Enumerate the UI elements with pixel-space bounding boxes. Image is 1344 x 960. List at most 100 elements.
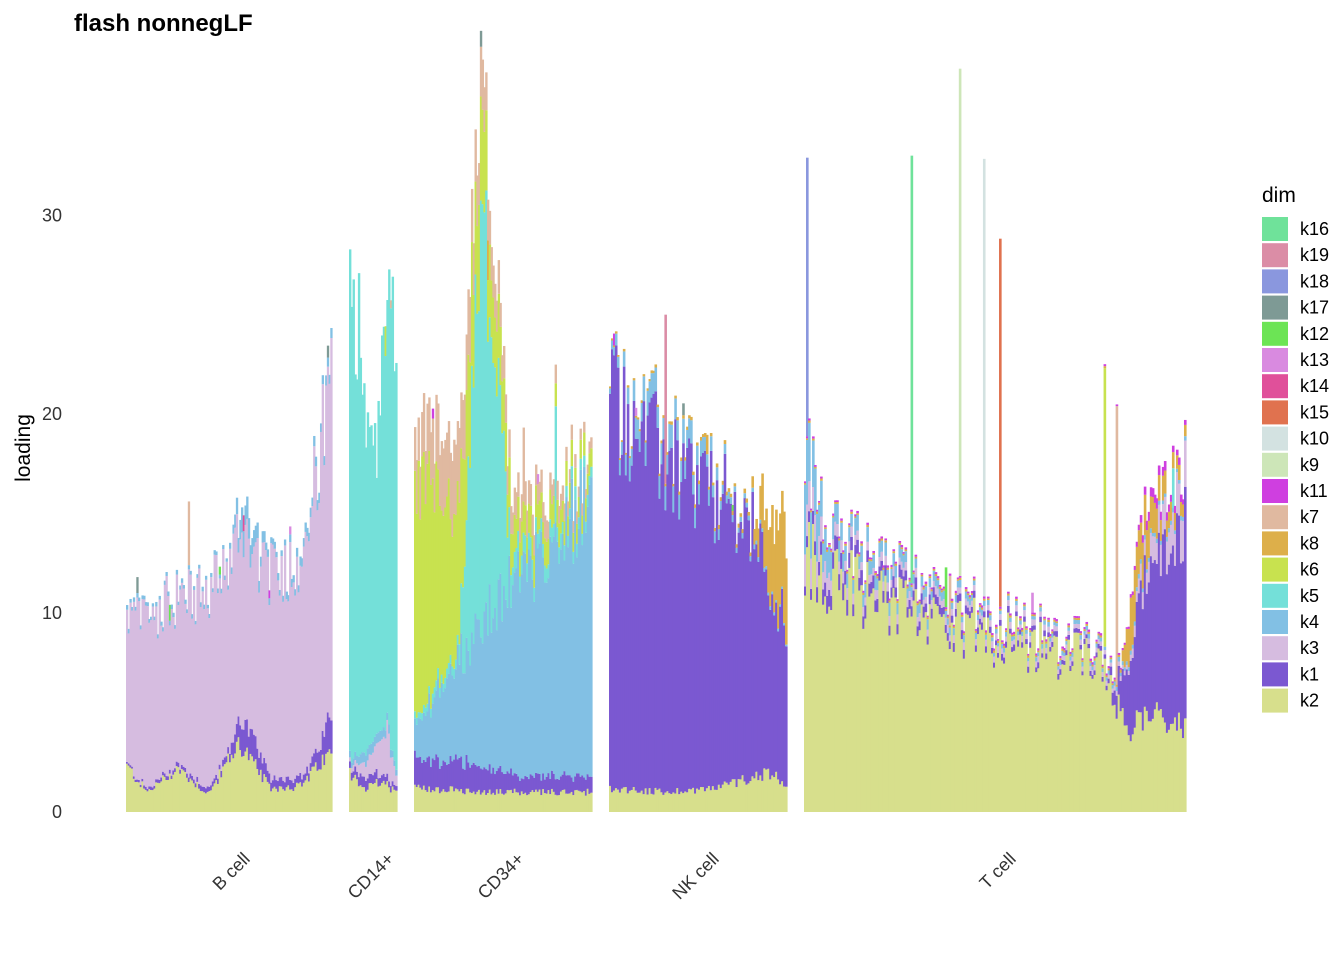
- bar-segment-k5: [357, 273, 361, 757]
- bar-segment-k8: [1039, 605, 1042, 608]
- bar-segment-k1: [1079, 644, 1083, 650]
- bar-segment-k2: [634, 790, 638, 812]
- bar-segment-k4: [658, 476, 662, 499]
- bar-segment-k4: [241, 507, 244, 533]
- bar-segment-k11: [848, 523, 851, 526]
- bar-segment-k2: [1107, 683, 1111, 812]
- bar-segment-k2: [519, 795, 522, 812]
- bar-segment-k8: [1165, 520, 1169, 537]
- bar-segment-k5: [556, 527, 559, 542]
- bar-segment-k4: [184, 599, 187, 604]
- bar-segment-k1: [270, 782, 273, 792]
- bar-segment-k8: [678, 491, 681, 495]
- bar-segment-k4: [763, 567, 766, 572]
- bar-segment-k2: [536, 791, 540, 812]
- bar-segment-k1: [783, 625, 786, 787]
- bar-segment-k3: [259, 566, 263, 753]
- bar-segment-k4: [422, 712, 426, 760]
- bar-segment-k4: [381, 730, 384, 740]
- bar-segment-k2: [816, 602, 819, 812]
- bar-segment-k7: [453, 439, 456, 514]
- bar-segment-k5: [469, 467, 472, 666]
- bar-segment-k11: [892, 549, 896, 552]
- bar-segment-k1: [737, 532, 741, 780]
- bar-segment-k4: [1089, 662, 1093, 667]
- bar-segment-k2: [294, 787, 297, 812]
- bar-segment-k11: [872, 550, 875, 553]
- bar-segment-k11: [1141, 535, 1145, 543]
- bar-segment-k2: [1049, 651, 1052, 812]
- bar-segment-k4: [962, 635, 966, 643]
- bar-segment-k4: [275, 551, 278, 558]
- bar-segment-k4: [160, 621, 163, 626]
- bar-segment-k3: [153, 620, 156, 786]
- bar-segment-k4: [848, 527, 851, 542]
- bar-segment-k6: [510, 533, 513, 576]
- bar-segment-k2: [460, 789, 463, 812]
- bar-segment-k3: [922, 599, 926, 607]
- bar-segment-k1: [282, 780, 285, 790]
- bar-segment-k11: [884, 538, 888, 541]
- bar-segment-k4: [1017, 631, 1020, 636]
- legend-label-k1: k1: [1300, 664, 1319, 684]
- bar-segment-k1: [372, 775, 375, 785]
- bar-segment-k4: [261, 531, 264, 543]
- bar-segment-k3: [828, 572, 831, 590]
- bar-segment-k4: [934, 576, 938, 586]
- bar-segment-k1: [864, 605, 867, 619]
- bar-segment-k4: [349, 750, 352, 758]
- bar-segment-k1: [1005, 641, 1008, 648]
- bar-segment-k1: [508, 773, 511, 791]
- bar-segment-k1: [316, 752, 319, 771]
- bar-segment-k3: [960, 622, 964, 631]
- bar-segment-k5: [551, 527, 554, 543]
- bar-segment-k2: [428, 786, 431, 812]
- bar-segment-k8: [1043, 618, 1046, 621]
- bar-segment-k11: [1069, 651, 1072, 655]
- bar-segment-k5: [381, 335, 384, 731]
- bar-segment-k1: [682, 443, 685, 794]
- bar-segment-k1: [1181, 561, 1185, 739]
- bar-segment-k5: [467, 456, 470, 651]
- bar-segment-k1: [976, 627, 980, 635]
- bar-segment-k5: [504, 471, 508, 600]
- bar-segment-k4: [765, 566, 768, 570]
- bar-segment-k4: [1093, 660, 1097, 666]
- bar-segment-k4: [767, 592, 770, 596]
- bar-segment-k1: [1001, 654, 1004, 661]
- bar-segment-k8: [731, 510, 735, 516]
- bar-segment-k7: [449, 452, 452, 520]
- bar-segment-k4: [610, 340, 614, 350]
- bar-segment-k5: [494, 367, 497, 609]
- bar-segment-k4: [944, 610, 948, 618]
- bar-segment-k2: [680, 791, 683, 812]
- bar-segment-k1: [513, 773, 517, 789]
- bar-segment-k3: [356, 763, 359, 772]
- bar-segment-k4: [244, 505, 247, 525]
- bar-segment-k1: [1059, 669, 1062, 675]
- bar-segment-k2: [568, 793, 572, 812]
- bar-segment-k1: [1075, 627, 1079, 633]
- bar-segment-k1: [680, 482, 683, 792]
- bar-segment-k3: [1119, 676, 1123, 681]
- bar-segment-k1: [1135, 601, 1139, 711]
- bar-segment-k8: [898, 542, 902, 545]
- bar-segment-k6: [414, 470, 417, 712]
- bar-segment-k5: [435, 680, 438, 691]
- bar-segment-k6: [538, 500, 541, 530]
- bar-segment-k2: [942, 614, 946, 812]
- bar-segment-k2: [486, 793, 490, 812]
- bar-segment-k5: [386, 300, 389, 713]
- bar-segment-k2: [467, 788, 470, 812]
- bar-segment-k4: [132, 597, 136, 602]
- bar-segment-k1: [1129, 660, 1133, 742]
- bar-segment-k4: [698, 484, 701, 505]
- bar-segment-k3: [126, 609, 129, 762]
- bar-segment-k4: [446, 678, 449, 766]
- bar-segment-k1: [638, 451, 642, 793]
- bar-segment-k4: [583, 466, 586, 778]
- bar-segment-k1: [896, 624, 900, 635]
- bar-segment-k2: [926, 644, 930, 812]
- bar-segment-k6: [574, 467, 577, 487]
- bar-segment-k2: [1055, 636, 1058, 812]
